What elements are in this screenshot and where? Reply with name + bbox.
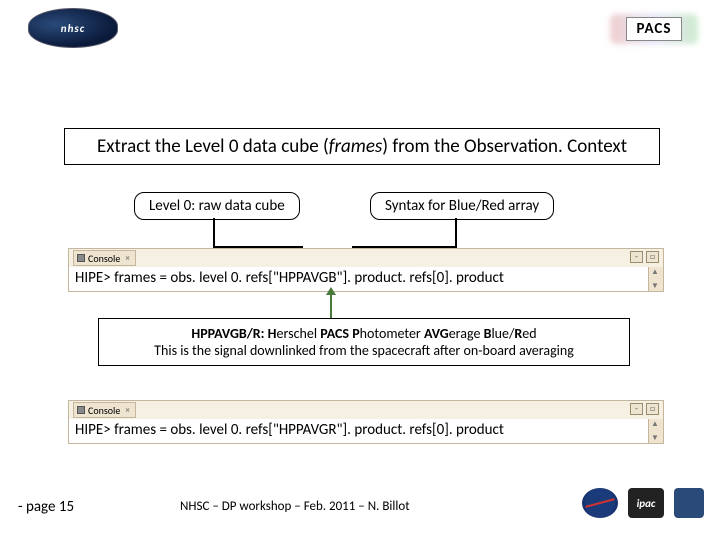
close-icon[interactable]: × (125, 253, 129, 264)
expl-t4: lue/ (491, 325, 514, 342)
console-tab-label: Console (88, 404, 120, 417)
scrollbar[interactable] (648, 267, 663, 291)
expl-t3: erage (449, 325, 484, 342)
expl-b3: AVG (424, 325, 449, 342)
slide-footer: - page 15 NHSC – DP workshop – Feb. 2011… (0, 482, 720, 522)
connector-right (455, 218, 457, 248)
prompt: HIPE> (75, 269, 111, 287)
expl-t2: hotometer (360, 325, 424, 342)
nasa-logo (582, 488, 618, 518)
max-icon[interactable]: □ (646, 251, 659, 263)
min-icon[interactable]: – (630, 251, 643, 263)
console-tab-icon (77, 254, 85, 262)
subbox-syntax: Syntax for Blue/Red array (370, 192, 554, 220)
title-box: Extract the Level 0 data cube (frames) f… (64, 128, 660, 165)
console-tab[interactable]: Console × (73, 250, 136, 266)
explain-box: HPPAVGB/R: Herschel PACS Photometer AVGe… (98, 318, 630, 366)
esa-logo (674, 488, 704, 518)
prompt: HIPE> (75, 421, 111, 439)
console-blue: Console × – □ HIPE> frames = obs. level … (68, 248, 664, 292)
expl-b2: PACS P (320, 325, 359, 342)
pacs-badge: PACS (610, 14, 698, 44)
ipac-logo: ipac (628, 488, 664, 518)
min-icon[interactable]: – (630, 403, 643, 415)
code-line: frames = obs. level 0. refs["HPPAVGR"]. … (111, 421, 504, 439)
console-line: HIPE> frames = obs. level 0. refs["HPPAV… (75, 421, 603, 439)
title-suffix: ) from the Observation. Context (382, 135, 627, 158)
console-line: HIPE> frames = obs. level 0. refs["HPPAV… (75, 269, 603, 287)
page-number: - page 15 (18, 498, 74, 516)
subbox-level0: Level 0: raw data cube (134, 192, 300, 220)
console-red: Console × – □ HIPE> frames = obs. level … (68, 400, 664, 444)
console-tab[interactable]: Console × (73, 402, 136, 418)
footer-logos: ipac (582, 488, 704, 518)
scrollbar[interactable] (648, 419, 663, 443)
console-tab-icon (77, 406, 85, 414)
max-icon[interactable]: □ (646, 403, 659, 415)
pacs-text: PACS (626, 17, 683, 41)
expl-t5: ed (522, 325, 536, 342)
slide-header: nhsc PACS (0, 0, 720, 60)
nhsc-logo: nhsc (28, 8, 118, 48)
expl-b1: HPPAVGB/R: H (191, 325, 276, 342)
console-window-buttons: – □ (630, 251, 659, 263)
explain-line1: HPPAVGB/R: Herschel PACS Photometer AVGe… (109, 325, 619, 342)
connector-left (213, 218, 215, 248)
expl-t1: erschel (277, 325, 321, 342)
console-window-buttons: – □ (630, 403, 659, 415)
console-tab-label: Console (88, 252, 120, 265)
footer-text: NHSC – DP workshop – Feb. 2011 – N. Bill… (180, 499, 410, 514)
title-italic: frames (329, 135, 383, 158)
title-prefix: Extract the Level 0 data cube ( (97, 135, 329, 158)
code-line: frames = obs. level 0. refs["HPPAVGB"]. … (111, 269, 504, 287)
close-icon[interactable]: × (125, 405, 129, 416)
explain-line2: This is the signal downlinked from the s… (109, 342, 619, 359)
arrow-up-icon (330, 294, 332, 318)
